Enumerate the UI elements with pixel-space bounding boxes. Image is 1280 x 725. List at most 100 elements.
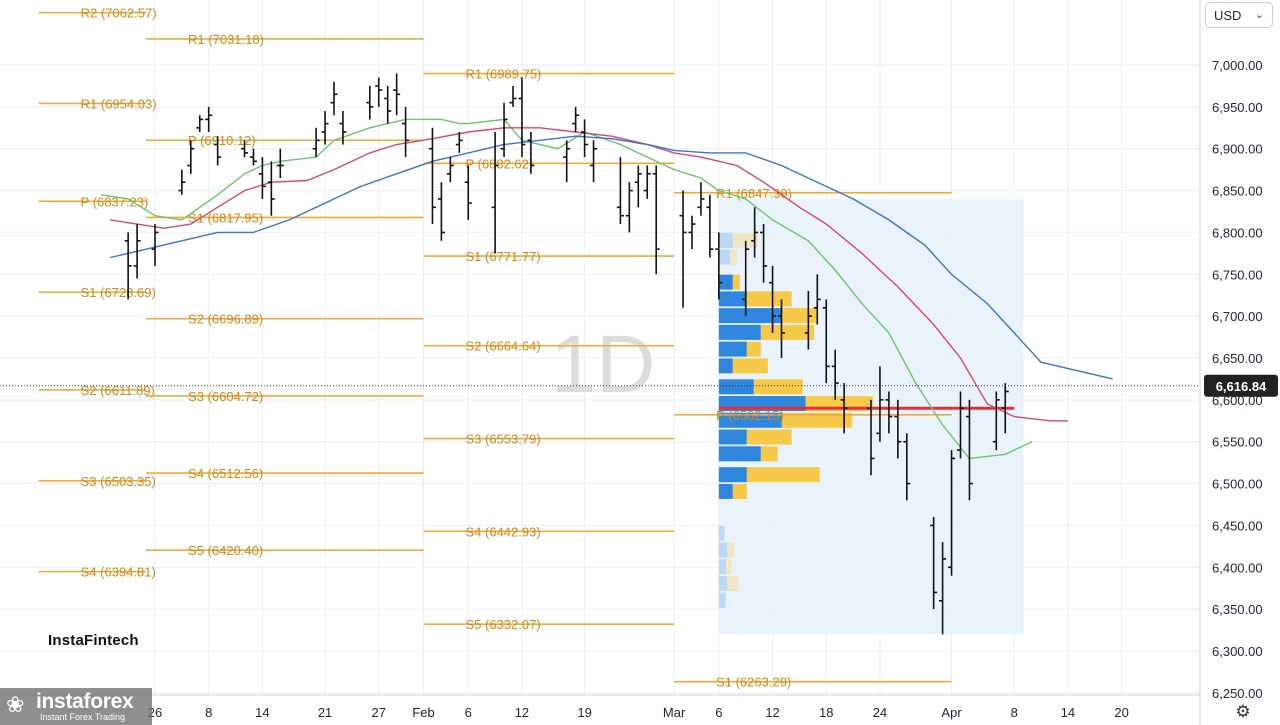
profile-sell-bar: [732, 232, 759, 248]
pivot-levels: R2 (7062.57) R1 (6954.03) P (6837.23) S1 (6…: [38, 6, 952, 690]
ohlc-bar: [312, 127, 320, 158]
ohlc-bar: [769, 265, 777, 333]
ohlc-bar: [500, 102, 508, 158]
ohlc-bar: [697, 182, 705, 216]
ohlc-bar: [205, 106, 213, 132]
pivot-label-s1: S1 (6728.69): [81, 285, 156, 300]
profile-buy-bar: [718, 467, 747, 483]
profile-sell-bar: [746, 429, 792, 445]
profile-buy-bar: [718, 412, 782, 428]
profile-sell-bar: [753, 379, 803, 395]
y-tick-label: 6,900.00: [1212, 142, 1263, 157]
ohlc-bar: [742, 240, 750, 317]
ohlc-bar: [276, 148, 284, 179]
profile-sell-bar: [727, 542, 735, 558]
current-price-label: 6,616.84: [1216, 379, 1267, 394]
x-tick-label: 6: [715, 705, 722, 720]
ohlc-bar: [375, 77, 383, 107]
ohlc-bar: [894, 399, 902, 459]
x-tick-label: 21: [318, 705, 332, 720]
ohlc-bar: [464, 165, 472, 220]
y-tick-label: 6,750.00: [1212, 267, 1263, 282]
y-tick-label: 6,700.00: [1212, 309, 1263, 324]
ohlc-bar: [563, 140, 571, 183]
grid: [0, 0, 1201, 725]
pivot-label-s2: S2 (6664.64): [466, 339, 541, 354]
profile-sell-bar: [732, 274, 740, 290]
brand-logo: InstaFintech: [48, 632, 139, 649]
ohlc-bar: [402, 106, 410, 158]
profile-buy-bar: [718, 542, 728, 558]
ohlc-bar: [124, 232, 132, 300]
x-tick-label: Apr: [941, 705, 962, 720]
settings-gear-icon[interactable]: ⚙: [1235, 702, 1251, 721]
profile-buy-bar: [718, 249, 731, 265]
profile-sell-bar: [760, 446, 778, 462]
pivot-label-s5: S5 (6332.07): [466, 617, 541, 632]
ohlc-bar: [831, 349, 839, 400]
pivot-label-s1: S1 (6817.95): [188, 210, 263, 225]
ohlc-bar: [455, 131, 463, 153]
x-tick-label: 8: [1011, 705, 1018, 720]
profile-buy-bar: [718, 576, 728, 592]
pivot-label-r1: R1 (7031.18): [188, 32, 264, 47]
globe-icon: ❀: [6, 692, 25, 717]
ohlc-bar: [643, 165, 651, 199]
profile-buy-bar: [718, 525, 725, 541]
profile-sell-bar: [746, 467, 820, 483]
ohlc-bar: [840, 383, 848, 434]
x-tick-label: 12: [765, 705, 779, 720]
pivot-label-p: P (6582.15): [716, 408, 784, 423]
ohlc-bar: [822, 299, 830, 384]
profile-sell-bar: [732, 358, 768, 374]
ohlc-bar: [384, 85, 392, 124]
currency-selector[interactable]: USD ⌄: [1205, 2, 1273, 28]
profile-sell-bar: [725, 559, 732, 575]
currency-label: USD: [1214, 7, 1242, 23]
y-tick-label: 6,850.00: [1212, 184, 1263, 199]
y-tick-label: 6,800.00: [1212, 225, 1263, 240]
ohlc-bar: [751, 207, 759, 258]
x-tick-label: 27: [372, 705, 386, 720]
profile-sell-bar: [732, 483, 747, 499]
ohlc-bar: [876, 366, 884, 442]
profile-buy-bar: [718, 592, 726, 608]
ohlc-bar: [258, 157, 266, 199]
ohlc-bar: [509, 85, 517, 107]
profile-buy-bar: [718, 232, 733, 248]
ohlc-bar: [616, 157, 624, 225]
ohlc-bar: [214, 136, 222, 166]
pivot-label-s4: S4 (6512.56): [188, 466, 263, 481]
pivot-label-p: P (6910.12): [188, 133, 256, 148]
ohlc-bar: [187, 140, 195, 174]
profile-buy-bar: [718, 446, 761, 462]
instaforex-watermark: ❀ instaforex Instant Forex Trading: [0, 688, 152, 725]
ohlc-bar: [133, 224, 141, 279]
pivot-label-p: P (6882.62): [466, 156, 534, 171]
x-tick-label: 20: [1114, 705, 1128, 720]
profile-sell-bar: [746, 341, 761, 357]
profile-buy-bar: [718, 483, 733, 499]
current-price-badge: [1204, 374, 1278, 397]
ohlc-bar: [652, 165, 660, 275]
profile-sell-bar: [727, 576, 739, 592]
pivot-label-r1: R1 (6989.75): [466, 67, 542, 82]
ohlc-bar: [590, 140, 598, 183]
y-tick-label: 6,650.00: [1212, 351, 1263, 366]
ohlc-bar: [813, 274, 821, 325]
ohlc-bar: [321, 111, 329, 145]
profile-buy-bar: [718, 358, 733, 374]
ohlc-bar: [939, 542, 947, 635]
ohlc-bar: [366, 85, 374, 120]
ohlc-bar: [437, 182, 445, 241]
pivot-label-s1: S1 (6771.77): [466, 249, 541, 264]
chevron-down-icon: ⌄: [1254, 9, 1264, 21]
pivot-label-r1: R1 (6954.03): [81, 96, 157, 111]
ohlc-bar: [249, 148, 257, 166]
x-tick-label: 12: [515, 705, 529, 720]
ma-line-2: [110, 127, 1068, 422]
ohlc-bar: [957, 391, 964, 459]
pivot-label-r2: R2 (7062.57): [81, 6, 157, 21]
